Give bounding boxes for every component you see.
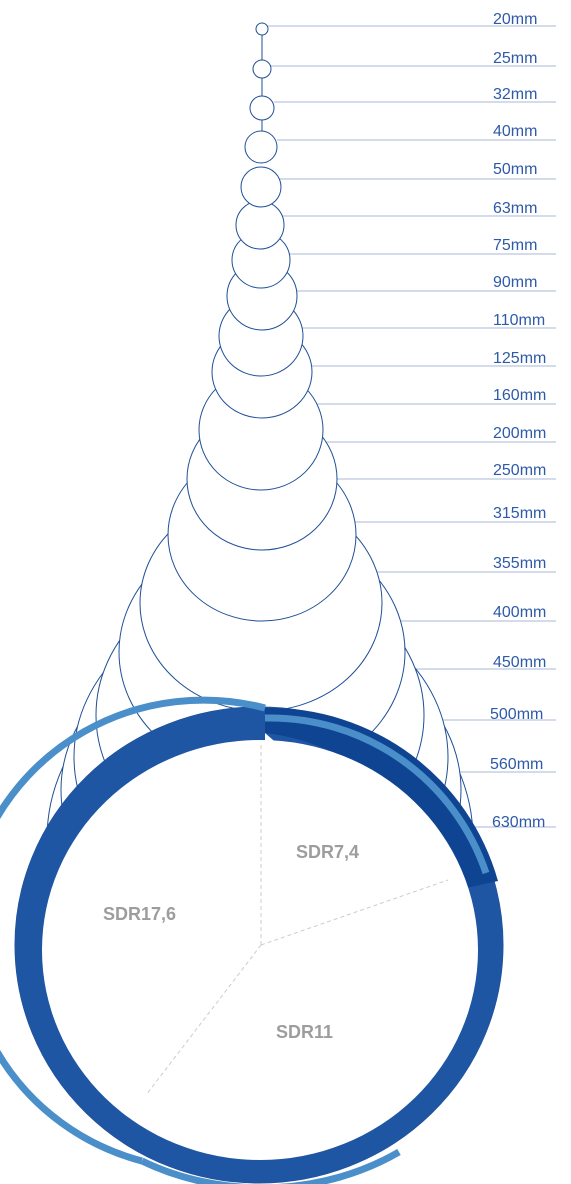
size-label-25mm: 25mm bbox=[493, 50, 537, 67]
sdr7-4-label: SDR7,4 bbox=[296, 842, 359, 862]
size-label-560mm: 560mm bbox=[490, 756, 543, 773]
size-label-32mm: 32mm bbox=[493, 86, 537, 103]
size-label-20mm: 20mm bbox=[493, 11, 537, 28]
size-label-75mm: 75mm bbox=[493, 237, 537, 254]
size-label-500mm: 500mm bbox=[490, 706, 543, 723]
pipe-cross-section: SDR7,4 SDR11 SDR17,6 bbox=[0, 696, 503, 1184]
pipe-inner-bore bbox=[42, 740, 478, 1160]
divider-line-sdr17-6 bbox=[145, 944, 262, 1096]
size-label-315mm: 315mm bbox=[493, 505, 546, 522]
size-label-50mm: 50mm bbox=[493, 161, 537, 178]
size-label-450mm: 450mm bbox=[493, 654, 546, 671]
size-label-355mm: 355mm bbox=[493, 555, 546, 572]
sdr11-light-band bbox=[140, 1148, 401, 1184]
size-label-630mm: 630mm bbox=[492, 814, 545, 831]
size-circle-20mm bbox=[255, 22, 269, 36]
size-circle-63mm bbox=[235, 200, 285, 250]
size-label-40mm: 40mm bbox=[493, 123, 537, 140]
size-circle-32mm bbox=[249, 95, 275, 121]
size-circle-40mm bbox=[244, 130, 278, 164]
sdr17-6-label: SDR17,6 bbox=[103, 904, 176, 924]
size-label-200mm: 200mm bbox=[493, 425, 546, 442]
size-label-160mm: 160mm bbox=[493, 387, 546, 404]
size-label-63mm: 63mm bbox=[493, 200, 537, 217]
sdr7-4-light-band bbox=[264, 714, 490, 875]
size-label-110mm: 110mm bbox=[493, 312, 545, 329]
sdr7-4-section bbox=[265, 733, 448, 892]
size-label-250mm: 250mm bbox=[493, 462, 546, 479]
size-circle-50mm bbox=[240, 166, 282, 208]
size-circle-25mm bbox=[252, 59, 272, 79]
sdr11-label: SDR11 bbox=[276, 1022, 333, 1042]
size-label-90mm: 90mm bbox=[493, 274, 537, 291]
size-label-125mm: 125mm bbox=[493, 350, 546, 367]
size-label-400mm: 400mm bbox=[493, 604, 546, 621]
divider-line-sdr11 bbox=[260, 879, 449, 946]
sdr17-6-light-band bbox=[0, 696, 266, 1165]
size-labels: 20mm 25mm 32mm 40mm 50mm 63mm 75mm 90mm 110mm 125… bbox=[490, 11, 546, 831]
